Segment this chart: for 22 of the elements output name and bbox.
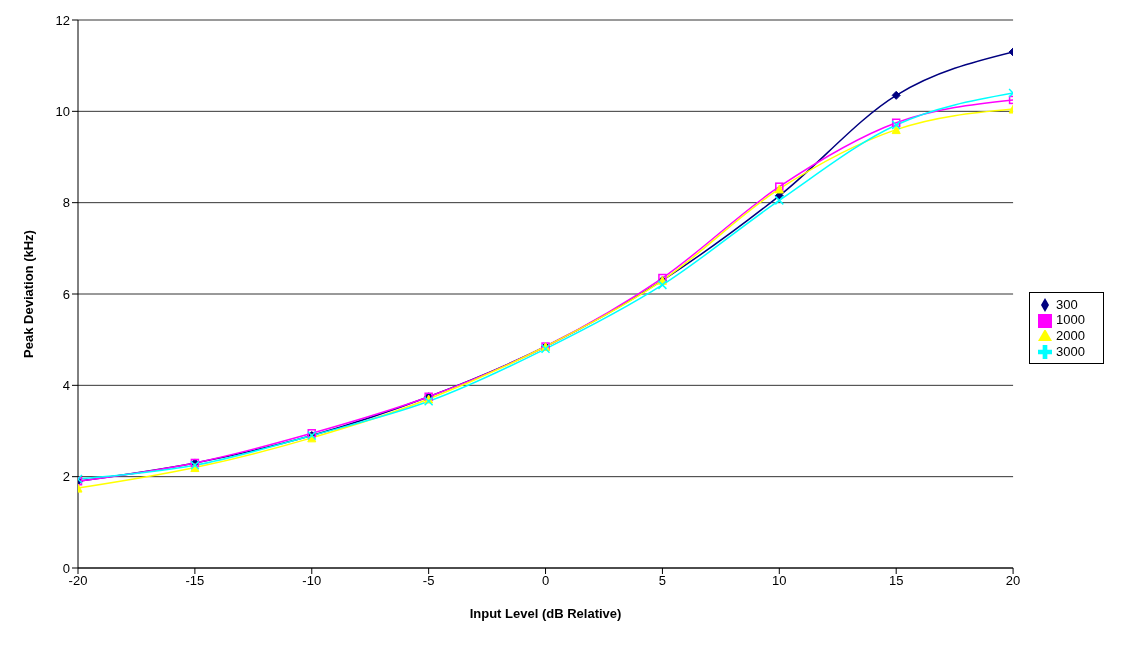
x-axis-title: Input Level (dB Relative) xyxy=(469,606,622,621)
x-tick-label: -10 xyxy=(302,573,322,589)
legend-label: 2000 xyxy=(1056,328,1085,343)
x-tick-label: 20 xyxy=(1005,573,1021,589)
x-tick-label: 5 xyxy=(658,573,667,589)
x-tick-label: 0 xyxy=(541,573,550,589)
x-tick-label: 10 xyxy=(772,573,787,589)
legend-label: 3000 xyxy=(1056,343,1085,359)
y-tick-label: 12 xyxy=(55,12,70,28)
y-tick-label: 4 xyxy=(62,377,70,393)
y-tick-label: 10 xyxy=(55,103,70,119)
legend-label: 1000 xyxy=(1056,312,1085,328)
y-tick-label: 0 xyxy=(62,560,70,576)
x-tick-label: -20 xyxy=(68,573,88,589)
legend-label: 300 xyxy=(1056,296,1078,312)
y-tick-label: 6 xyxy=(62,286,70,302)
y-tick-label: 2 xyxy=(62,469,70,485)
x-tick-label: -5 xyxy=(422,573,435,589)
x-tick-label: -15 xyxy=(185,573,205,589)
y-tick-label: 8 xyxy=(62,195,70,211)
x-tick-label: 15 xyxy=(888,573,904,589)
y-axis-title: Peak Deviation (kHz) xyxy=(20,230,36,358)
